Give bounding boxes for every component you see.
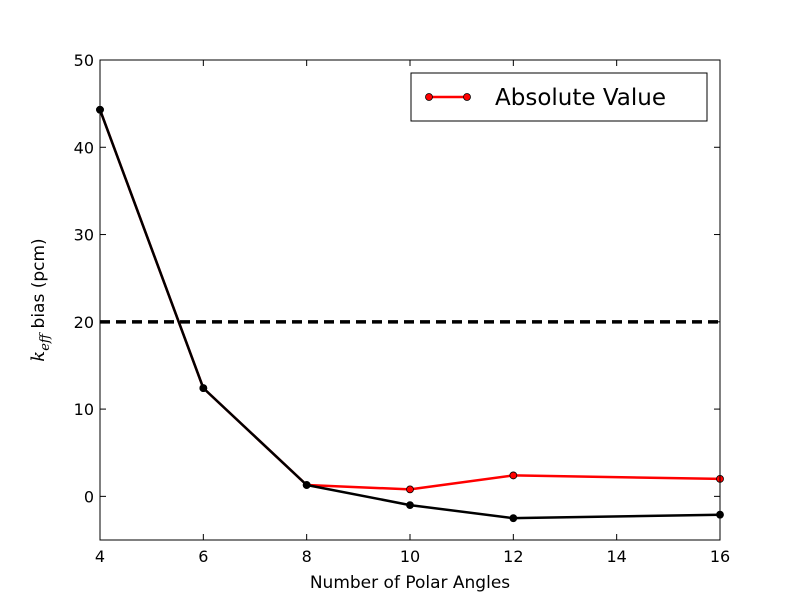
x-tick-label: 6 (198, 547, 208, 566)
ticks: 4 6 8 10 12 14 16 0 10 20 30 40 50 (74, 51, 731, 566)
legend-label: Absolute Value (495, 85, 666, 111)
x-axis-label: Number of Polar Angles (310, 573, 510, 593)
series-2 (96, 105, 724, 523)
y-tick-label: 40 (74, 138, 94, 157)
x-tick-label: 16 (710, 547, 730, 566)
legend: Absolute Value (410, 72, 708, 122)
legend-swatch-marker (463, 93, 471, 101)
y-axis-label: keff bias (pcm) (28, 238, 53, 361)
data-point (199, 384, 208, 393)
y-tick-label: 20 (74, 313, 94, 332)
data-point (509, 471, 518, 480)
data-point (406, 501, 414, 509)
y-axis-label-subscript: eff (38, 331, 53, 351)
data-point (406, 485, 414, 494)
series-line (98, 109, 721, 520)
y-tick-label: 0 (84, 487, 94, 506)
y-tick-label: 30 (74, 226, 94, 245)
y-axis-label-text: bias (pcm) (29, 238, 49, 334)
x-tick-label: 4 (95, 547, 105, 566)
x-tick-label: 14 (606, 547, 626, 566)
data-point (509, 514, 518, 523)
legend-swatch-marker (425, 93, 433, 101)
y-tick-label: 10 (74, 400, 94, 419)
y-tick-label: 50 (74, 51, 94, 70)
y-axis-label-k: k (28, 351, 49, 362)
data-point (302, 481, 311, 489)
x-tick-label: 12 (503, 547, 523, 566)
x-tick-label: 8 (302, 547, 312, 566)
x-tick-label: 10 (400, 547, 420, 566)
